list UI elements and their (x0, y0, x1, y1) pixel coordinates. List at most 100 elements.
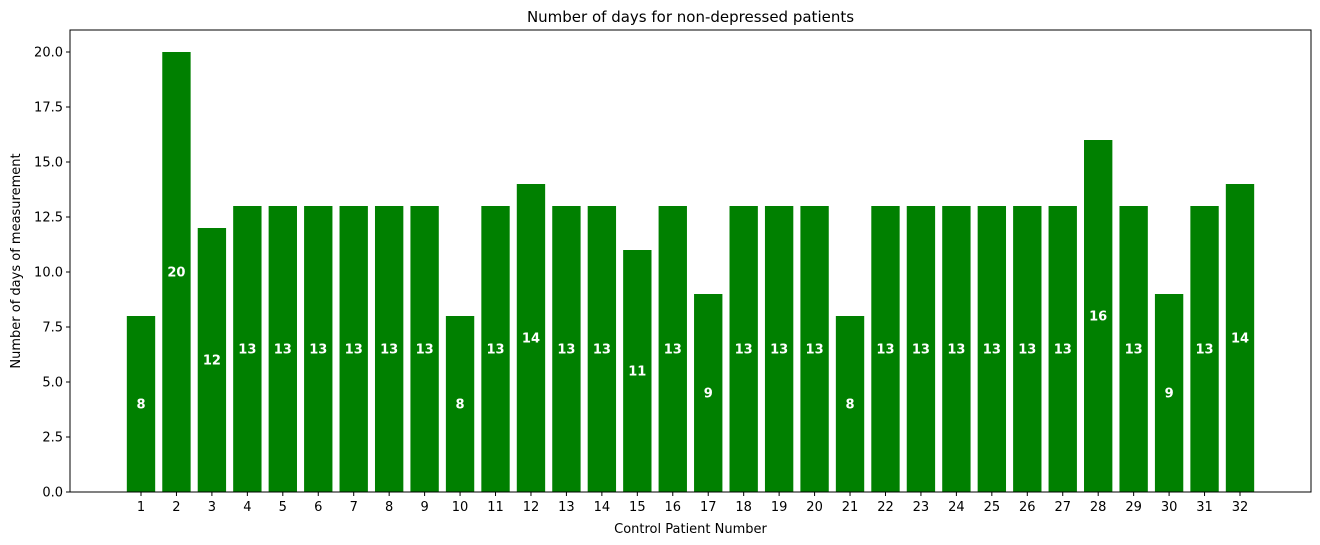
bar-value-label-10: 8 (456, 398, 465, 413)
bar-31 (1190, 206, 1219, 492)
bar-value-label-15: 11 (628, 365, 646, 380)
x-tick-label-19: 19 (771, 500, 788, 515)
bar-value-label-24: 13 (947, 343, 965, 358)
x-tick-label-27: 27 (1054, 500, 1071, 515)
bar-value-label-13: 13 (557, 343, 575, 358)
bar-26 (1013, 206, 1042, 492)
bar-8 (374, 206, 404, 492)
bar-22 (871, 206, 900, 492)
bar-5 (268, 206, 297, 492)
bar-labels-group: 8 20 12 13 13 13 13 13 13 8 13 14 13 13 11 13 9 13 13 13 8 13… (136, 266, 1249, 413)
y-tick-label-10.0: 10.0 (34, 266, 63, 281)
bar-value-label-22: 13 (876, 343, 894, 358)
x-tick-label-3: 3 (208, 500, 216, 515)
bar-16 (658, 206, 687, 492)
x-tick-label-25: 25 (984, 500, 1001, 515)
bar-value-label-8: 13 (380, 343, 398, 358)
x-tick-label-18: 18 (735, 500, 752, 515)
bar-value-label-2: 20 (167, 266, 185, 281)
x-tick-label-1: 1 (137, 500, 145, 515)
x-tick-label-21: 21 (842, 500, 859, 515)
bar-1 (126, 316, 156, 492)
x-tick-label-12: 12 (523, 500, 540, 515)
bar-value-label-1: 8 (136, 398, 145, 413)
x-tick-label-31: 31 (1196, 500, 1213, 515)
y-tick-label-2.5: 2.5 (42, 431, 63, 446)
x-tick-label-6: 6 (314, 500, 322, 515)
bar-2 (162, 52, 191, 492)
bar-value-label-9: 13 (416, 343, 434, 358)
bar-value-label-25: 13 (983, 343, 1001, 358)
bar-value-label-29: 13 (1125, 343, 1143, 358)
bar-value-label-32: 14 (1231, 332, 1249, 347)
bar-value-label-18: 13 (735, 343, 753, 358)
bar-21 (835, 316, 865, 492)
chart-title: Number of days for non-depressed patient… (527, 8, 854, 26)
x-tick-label-22: 22 (877, 500, 894, 515)
bar-9 (410, 206, 439, 492)
bar-value-label-11: 13 (486, 343, 504, 358)
bar-30 (1154, 294, 1184, 492)
y-tick-label-7.5: 7.5 (42, 321, 63, 336)
x-tick-label-16: 16 (665, 500, 682, 515)
bar-25 (977, 206, 1007, 492)
bar-20 (800, 206, 829, 492)
bar-10 (445, 316, 475, 492)
bar-value-label-17: 9 (704, 387, 713, 402)
y-axis-label: Number of days of measurement (9, 153, 24, 368)
x-tick-label-11: 11 (487, 500, 504, 515)
bar-value-label-4: 13 (238, 343, 256, 358)
bar-value-label-3: 12 (203, 354, 221, 369)
bar-6 (304, 206, 333, 492)
bar-3 (197, 228, 227, 492)
bar-value-label-5: 13 (274, 343, 292, 358)
bar-value-label-30: 9 (1165, 387, 1174, 402)
x-axis: 1 2 3 4 5 6 7 8 9 10 11 12 13 14 15 16 17 18 19 20 21 22 23 24 2… (137, 492, 1248, 515)
bar-value-label-28: 16 (1089, 310, 1107, 325)
x-tick-label-23: 23 (913, 500, 930, 515)
x-tick-label-26: 26 (1019, 500, 1036, 515)
x-tick-label-15: 15 (629, 500, 646, 515)
bar-24 (942, 206, 971, 492)
bar-7 (339, 206, 368, 492)
bar-17 (694, 294, 723, 492)
y-axis: 0.0 2.5 5.0 7.5 10.0 12.5 15.0 17.5 20.0 (34, 46, 70, 501)
x-tick-label-29: 29 (1125, 500, 1142, 515)
x-tick-label-14: 14 (594, 500, 611, 515)
bars-group (126, 52, 1255, 492)
x-tick-label-5: 5 (279, 500, 287, 515)
bar-12 (516, 184, 546, 492)
y-tick-label-0.0: 0.0 (42, 486, 63, 501)
bar-value-label-31: 13 (1196, 343, 1214, 358)
y-tick-label-12.5: 12.5 (34, 211, 63, 226)
x-tick-label-2: 2 (172, 500, 180, 515)
x-tick-label-24: 24 (948, 500, 965, 515)
bar-value-label-6: 13 (309, 343, 327, 358)
bar-11 (481, 206, 510, 492)
y-tick-label-17.5: 17.5 (34, 101, 63, 116)
bar-value-label-19: 13 (770, 343, 788, 358)
bar-32 (1225, 184, 1255, 492)
x-tick-label-20: 20 (806, 500, 823, 515)
bar-18 (729, 206, 758, 492)
bar-value-label-16: 13 (664, 343, 682, 358)
x-tick-label-13: 13 (558, 500, 575, 515)
x-tick-label-9: 9 (420, 500, 428, 515)
plot-frame (69, 29, 1312, 493)
bar-13 (552, 206, 581, 492)
x-tick-label-4: 4 (243, 500, 251, 515)
x-tick-label-30: 30 (1161, 500, 1178, 515)
bar-value-label-23: 13 (912, 343, 930, 358)
bar-15 (623, 250, 652, 492)
x-tick-label-8: 8 (385, 500, 393, 515)
bar-23 (906, 206, 936, 492)
bar-19 (764, 206, 794, 492)
x-tick-label-28: 28 (1090, 500, 1107, 515)
x-tick-label-7: 7 (350, 500, 358, 515)
bar-value-label-26: 13 (1018, 343, 1036, 358)
x-tick-label-32: 32 (1232, 500, 1249, 515)
bar-value-label-12: 14 (522, 332, 540, 347)
bar-28 (1084, 140, 1113, 492)
bar-value-label-14: 13 (593, 343, 611, 358)
